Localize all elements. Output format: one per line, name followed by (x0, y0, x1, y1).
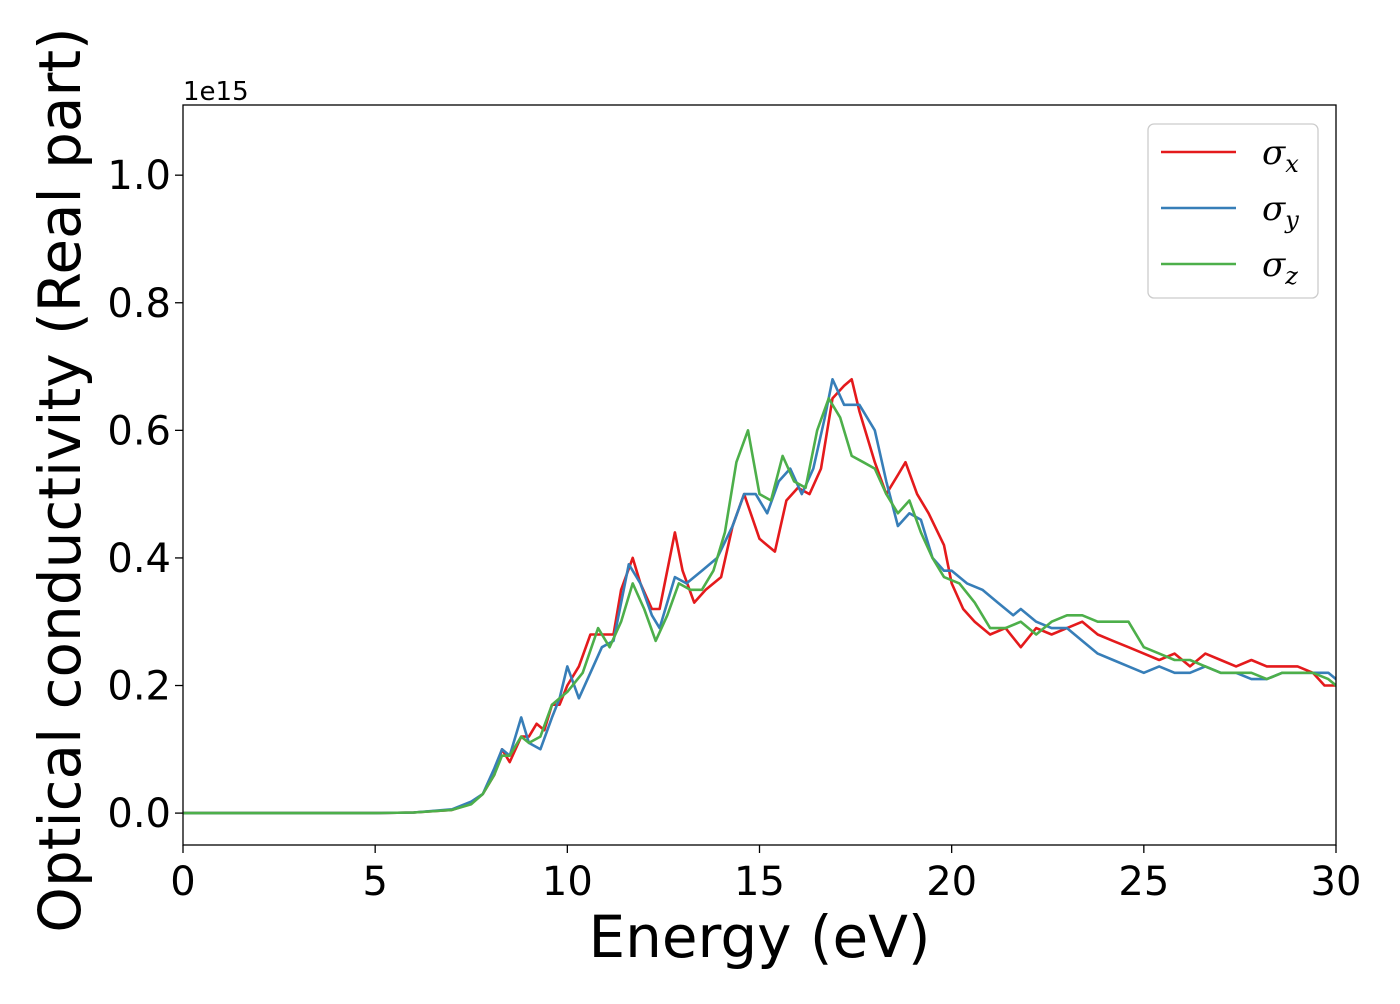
x-tick-label: 30 (1311, 859, 1362, 905)
legend-label-x: σx (1262, 133, 1299, 178)
series-line-y (183, 377, 1336, 815)
legend-box (1147, 123, 1319, 299)
y-tick-label: 0.0 (107, 791, 171, 837)
x-tick-label: 15 (734, 859, 785, 905)
series-layer (183, 377, 1336, 815)
legend-symbol: σ (1262, 245, 1286, 285)
x-tick-label: 20 (926, 859, 977, 905)
x-axis-ticks: 0 5 10 15 20 25 30 (170, 845, 1361, 905)
y-axis-title: Optical conductivity (Real part) (26, 27, 94, 932)
y-tick-label: 0.8 (107, 281, 171, 327)
y-tick-label: 1.0 (107, 153, 171, 199)
legend-subscript: y (1284, 206, 1299, 234)
legend-symbol: σ (1262, 189, 1286, 229)
x-tick-label: 25 (1118, 859, 1169, 905)
y-tick-label: 0.2 (107, 664, 171, 710)
y-tick-label: 0.6 (107, 408, 171, 454)
x-tick-label: 5 (362, 859, 387, 905)
series-line-x (183, 377, 1336, 815)
legend-label-z: σz (1262, 245, 1298, 290)
legend-label-y: σy (1262, 189, 1299, 234)
legend-subscript: x (1285, 150, 1299, 178)
y-axis-offset-label: 1e15 (183, 77, 249, 107)
legend-symbol: σ (1262, 133, 1286, 173)
x-tick-label: 10 (542, 859, 593, 905)
x-tick-label: 0 (170, 859, 195, 905)
series-line-z (183, 397, 1336, 815)
y-axis-ticks: 0.0 0.2 0.4 0.6 0.8 1.0 (107, 153, 183, 837)
x-axis-title: Energy (eV) (588, 903, 930, 971)
legend-subscript: z (1284, 262, 1298, 290)
y-tick-label: 0.4 (107, 536, 171, 582)
